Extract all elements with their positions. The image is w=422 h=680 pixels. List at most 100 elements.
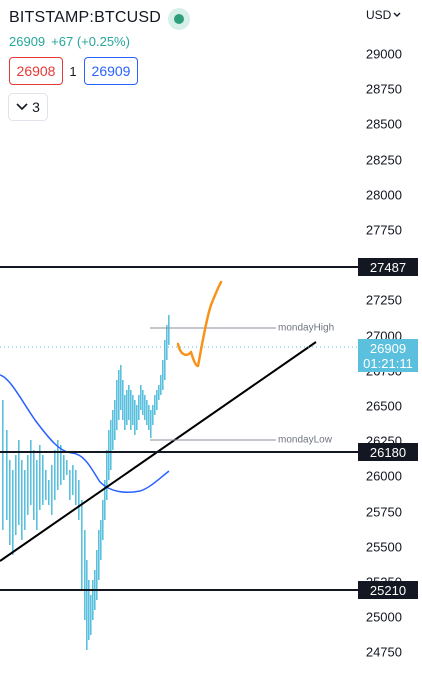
price-change: +67 (+0.25%) — [51, 34, 130, 49]
candle — [110, 420, 112, 470]
candle — [138, 395, 140, 420]
candle — [84, 530, 86, 620]
candle — [30, 440, 32, 505]
candle — [114, 400, 116, 440]
sell-button[interactable]: 26908 — [9, 57, 63, 85]
candle — [39, 445, 41, 510]
candle — [92, 580, 94, 620]
symbol-title[interactable]: BITSTAMP:BTCUSD — [9, 9, 162, 26]
candle — [166, 325, 168, 360]
candle — [42, 455, 44, 505]
candle — [120, 365, 122, 410]
candle — [122, 380, 124, 420]
price-axis-tick: 28250 — [365, 152, 402, 168]
candle — [106, 450, 108, 500]
indicators-count: 3 — [32, 99, 40, 115]
price-axis-tick: 28000 — [365, 187, 402, 203]
freehand-drawing[interactable] — [176, 280, 223, 368]
candle — [142, 390, 144, 415]
chevron-down-icon — [16, 103, 28, 111]
candle — [118, 370, 120, 420]
price-axis-tick: 28750 — [365, 81, 402, 97]
moving-average-line — [0, 374, 170, 494]
candle — [156, 390, 158, 410]
price-axis-tick: 25500 — [365, 539, 402, 555]
candle — [100, 520, 102, 560]
candle-countdown: 01:21:11 — [363, 355, 413, 371]
candle — [148, 405, 150, 430]
candle — [45, 470, 47, 500]
candle — [168, 315, 170, 345]
level-label-high[interactable]: 27487 — [358, 258, 418, 276]
candle — [98, 530, 100, 580]
candle — [60, 445, 62, 485]
price-axis-tick: 26000 — [365, 468, 402, 484]
candle — [27, 455, 29, 515]
candle — [63, 455, 65, 480]
candle — [158, 385, 160, 400]
candle — [112, 410, 114, 450]
indicators-toggle-button[interactable]: 3 — [9, 94, 47, 120]
price-axis-tick: 29000 — [365, 46, 402, 62]
candle — [108, 430, 110, 480]
candle — [144, 395, 146, 420]
candles-layer — [2, 315, 170, 650]
candle — [66, 460, 68, 475]
candle — [75, 470, 77, 505]
candle — [12, 470, 14, 555]
candle — [57, 440, 59, 490]
market-status-icon — [168, 8, 190, 30]
candle — [33, 450, 35, 520]
candle — [136, 405, 138, 430]
price-axis-tick: 27250 — [365, 292, 402, 308]
current-price-value: 26909 — [369, 340, 407, 356]
candle — [88, 580, 90, 640]
candle — [154, 395, 156, 415]
price-axis-tick: 24750 — [365, 644, 402, 660]
candle — [2, 400, 4, 530]
candle — [140, 385, 142, 410]
candle — [21, 460, 23, 540]
candle — [150, 410, 152, 438]
candle — [81, 500, 83, 590]
candle — [128, 385, 130, 420]
candle — [78, 480, 80, 520]
candle — [9, 460, 11, 545]
candle — [48, 480, 50, 505]
candle — [86, 560, 88, 650]
candle — [104, 480, 106, 520]
candle — [15, 455, 17, 535]
level-label-mid[interactable]: 26180 — [358, 443, 418, 461]
level-label-low[interactable]: 25210 — [358, 581, 418, 599]
currency-selector[interactable]: USD — [366, 8, 401, 22]
candle — [132, 395, 134, 425]
price-axis-tick: 26500 — [365, 398, 402, 414]
candle — [152, 405, 154, 425]
candle — [72, 465, 74, 495]
candle — [164, 340, 166, 380]
candle — [36, 460, 38, 530]
candle — [54, 450, 56, 500]
candle — [160, 375, 162, 395]
candle — [162, 360, 164, 390]
candle — [51, 465, 53, 515]
monday-high-label: mondayHigh — [278, 322, 335, 334]
candle — [24, 470, 26, 530]
candle — [18, 440, 20, 525]
candle — [130, 390, 132, 430]
current-price-label: 26909 01:21:11 — [358, 339, 418, 372]
last-price: 26909 — [9, 34, 46, 49]
spread-value: 1 — [69, 64, 77, 79]
buy-button[interactable]: 26909 — [84, 57, 138, 85]
candle — [96, 550, 98, 600]
candle — [102, 500, 104, 540]
monday-low-label: mondayLow — [278, 434, 332, 446]
price-change-line: 26909 +67 (+0.25%) — [9, 34, 130, 49]
candle — [126, 390, 128, 425]
market-open-dot-icon — [174, 14, 184, 24]
price-axis-tick: 25750 — [365, 504, 402, 520]
price-axis-tick: 25000 — [365, 609, 402, 625]
candle — [146, 400, 148, 425]
